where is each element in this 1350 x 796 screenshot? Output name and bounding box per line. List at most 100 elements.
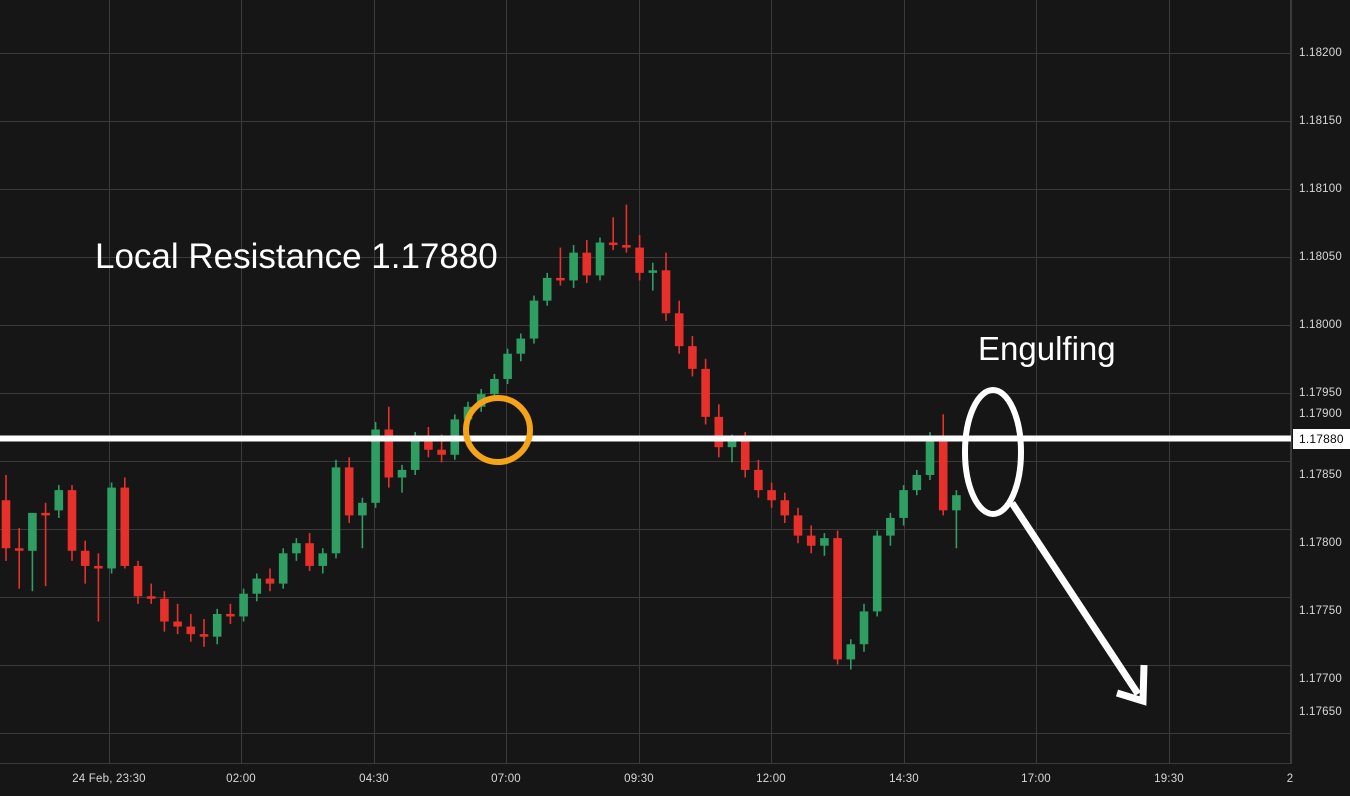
candlestick[interactable] (529, 295, 539, 344)
candlestick[interactable] (358, 497, 367, 549)
candlestick[interactable] (199, 618, 209, 647)
candlestick[interactable] (754, 459, 763, 498)
candlestick[interactable] (173, 603, 182, 635)
candlestick[interactable] (1, 474, 11, 561)
candlestick[interactable] (648, 262, 658, 291)
price-axis-tick-label: 1.18100 (1299, 183, 1342, 195)
current-price-badge[interactable]: 1.17880 (1293, 428, 1350, 449)
plot-area[interactable] (0, 0, 1292, 763)
candlestick[interactable] (688, 336, 697, 377)
candlestick[interactable] (133, 560, 143, 604)
candlestick[interactable] (595, 237, 605, 281)
candlestick[interactable] (226, 603, 235, 625)
candle-body (846, 644, 856, 660)
candlestick[interactable] (120, 477, 130, 569)
candlestick[interactable] (714, 404, 724, 458)
candlestick[interactable] (872, 530, 882, 617)
time-axis-tick-label: 09:30 (624, 773, 654, 785)
price-axis-tick-label: 1.17700 (1299, 673, 1342, 685)
candlestick[interactable] (318, 548, 328, 574)
bearish-arrow-shaft (1009, 501, 1141, 696)
candlestick[interactable] (107, 482, 116, 574)
candlestick[interactable] (14, 528, 24, 589)
candlestick[interactable] (305, 533, 314, 571)
candlestick[interactable] (886, 512, 895, 546)
candlestick[interactable] (938, 414, 948, 516)
candlestick[interactable] (331, 459, 341, 559)
time-axis-tick-label: 07:00 (491, 773, 521, 785)
candlestick[interactable] (146, 583, 156, 604)
candle-body (806, 535, 816, 546)
candle-body (41, 512, 50, 516)
candlestick[interactable] (701, 358, 710, 425)
candle-body (344, 467, 354, 516)
candlestick[interactable] (28, 512, 37, 592)
candlestick[interactable] (820, 533, 829, 556)
candlestick[interactable] (397, 464, 407, 493)
candlestick[interactable] (556, 247, 565, 286)
candlestick[interactable] (80, 540, 90, 584)
candlestick[interactable] (516, 333, 526, 362)
time-axis[interactable]: 24 Feb, 23:30 02:00 04:30 07:00 09:30 12:00 14… (0, 763, 1294, 796)
candlestick[interactable] (780, 492, 790, 523)
candle-body (160, 598, 169, 622)
price-axis-tick-label: 1.17800 (1299, 537, 1342, 549)
time-axis-tick-label: 2 (1286, 773, 1294, 785)
candlestick[interactable] (635, 234, 644, 281)
candlestick[interactable] (265, 568, 275, 592)
candlestick[interactable] (899, 485, 908, 526)
candle-body (833, 538, 842, 660)
candlestick[interactable] (952, 490, 961, 549)
price-axis-tick-label: 1.17650 (1299, 706, 1342, 718)
candle-body (701, 368, 710, 417)
engulfing-ellipse-highlight[interactable] (962, 387, 1024, 517)
candlestick[interactable] (67, 485, 77, 561)
candle-body (292, 543, 301, 554)
candle-body (899, 490, 908, 518)
candle-body (938, 437, 948, 511)
candlestick[interactable] (344, 457, 354, 523)
candlestick[interactable] (41, 502, 50, 587)
candle-body (54, 490, 64, 511)
candle-body (199, 634, 209, 637)
candlestick[interactable] (384, 406, 394, 488)
candlestick[interactable] (859, 603, 869, 652)
candle-body (859, 611, 869, 645)
candlestick[interactable] (542, 272, 552, 306)
candlestick[interactable] (846, 639, 856, 670)
price-axis-tick-label: 1.17850 (1299, 469, 1342, 481)
candle-body (133, 565, 143, 597)
candle-body (107, 487, 116, 569)
false-breakout-circle-highlight[interactable] (463, 395, 533, 465)
candlestick[interactable] (661, 252, 671, 321)
candlestick[interactable] (833, 530, 842, 665)
candlestick[interactable] (186, 613, 196, 642)
candlestick[interactable] (212, 608, 222, 645)
candlestick[interactable] (767, 482, 776, 508)
candlestick[interactable] (252, 573, 262, 602)
candle-body (556, 277, 565, 281)
price-axis[interactable]: 1.18200 1.18150 1.18100 1.18050 1.18000 1.179… (1291, 0, 1350, 795)
candlestick[interactable] (278, 548, 288, 589)
time-axis-tick-label: 04:30 (359, 773, 389, 785)
candlestick[interactable] (239, 588, 248, 622)
candlestick[interactable] (490, 373, 499, 400)
candlestick[interactable] (160, 591, 169, 632)
candlestick[interactable] (54, 485, 64, 518)
candlestick[interactable] (806, 525, 816, 554)
candlestick[interactable] (424, 426, 433, 458)
candlestick[interactable] (292, 538, 301, 561)
candlestick[interactable] (793, 507, 803, 544)
candlestick[interactable] (503, 348, 512, 385)
candle-body (14, 548, 24, 551)
candlestick[interactable] (582, 240, 592, 283)
candlestick[interactable] (622, 204, 631, 253)
candlestick[interactable] (674, 300, 684, 354)
candle-body (780, 500, 790, 516)
candle-body (529, 300, 539, 339)
candlestick[interactable] (569, 245, 578, 289)
candlestick[interactable] (94, 553, 103, 622)
candlestick[interactable] (912, 469, 922, 496)
candlestick[interactable] (608, 217, 618, 251)
